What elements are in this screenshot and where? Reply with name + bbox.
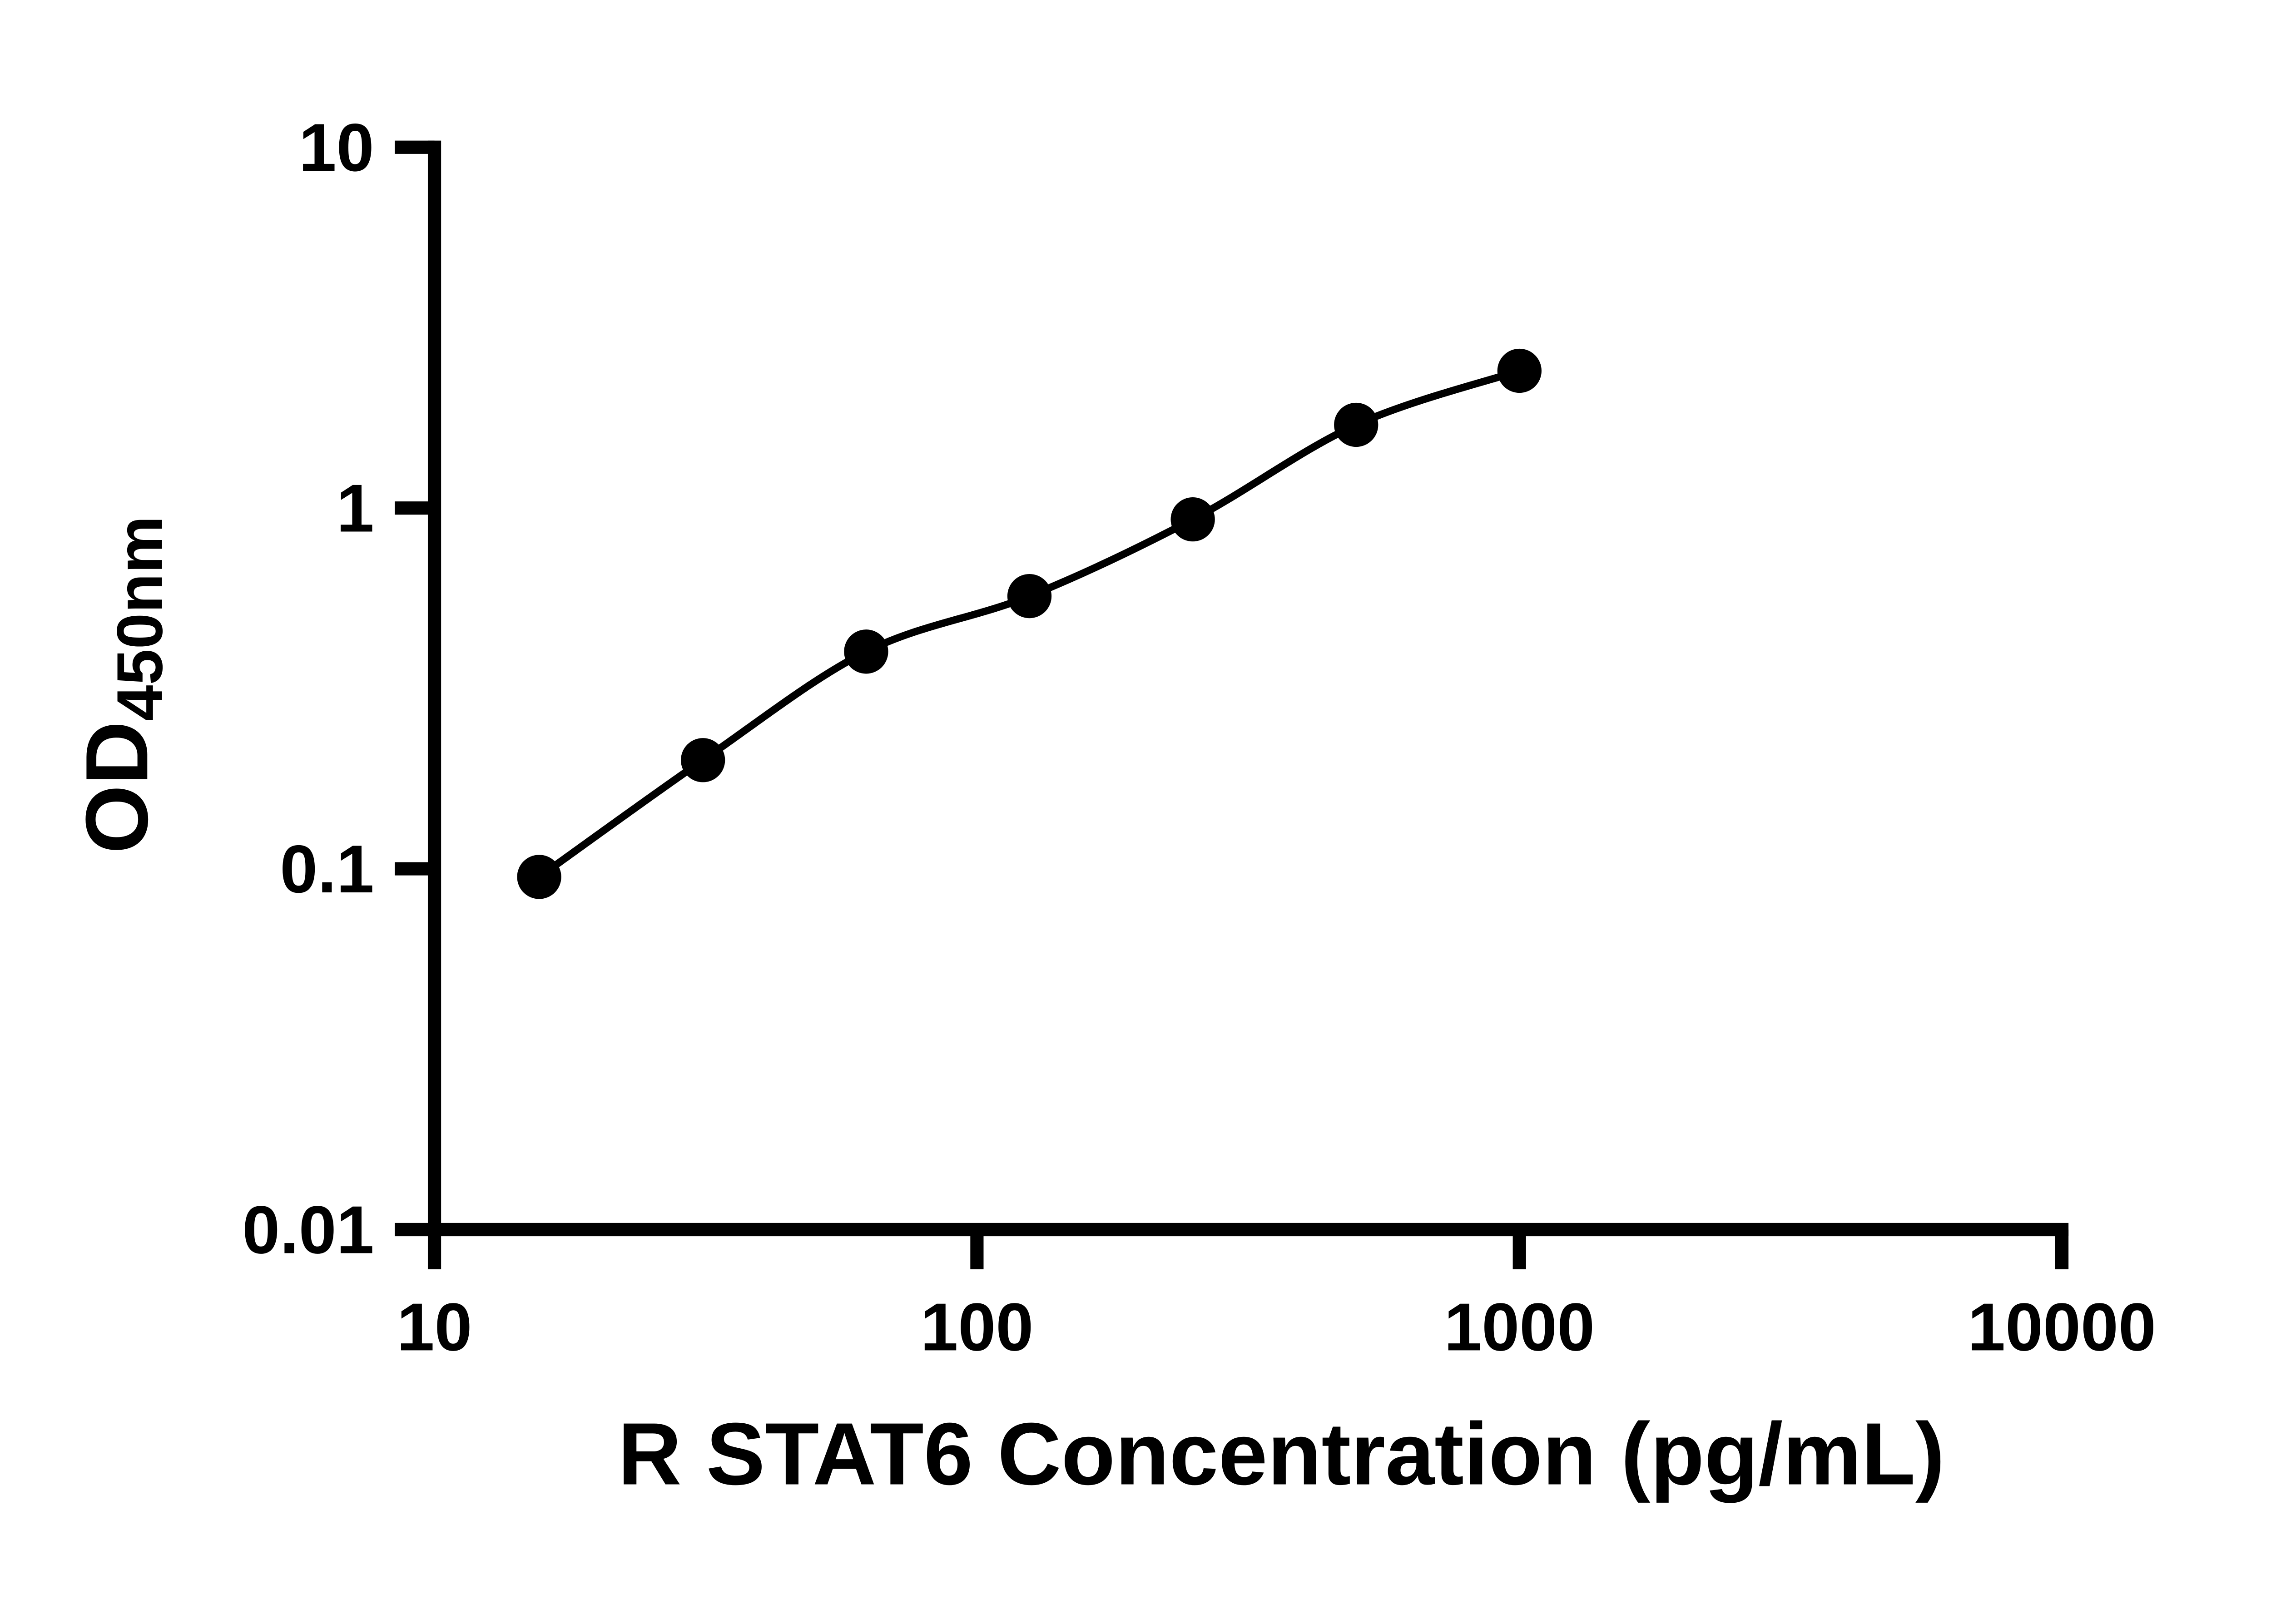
- standard-curve-chart: 10 100 1000 10000 0.01 0.1 1 10 R STAT6 Concen…: [68, 109, 2156, 1504]
- x-tick-label: 10: [397, 1289, 472, 1365]
- axes: [427, 140, 2069, 1237]
- x-axis: 10 100 1000 10000: [397, 1229, 2156, 1365]
- y-axis: 0.01 0.1 1 10: [242, 109, 435, 1268]
- fit-curve: [537, 367, 1521, 880]
- y-axis-title: OD450nm: [68, 516, 176, 854]
- x-tick-label: 1000: [1444, 1289, 1595, 1365]
- y-tick-label: 10: [299, 109, 374, 185]
- y-tick-label: 0.1: [280, 831, 374, 907]
- data-series: [517, 348, 1542, 899]
- y-axis-title-main: OD: [68, 721, 166, 854]
- axis-frame: [427, 140, 2069, 1237]
- y-tick-label: 1: [337, 470, 374, 546]
- x-tick-label: 100: [920, 1289, 1033, 1365]
- data-point: [681, 738, 725, 782]
- y-tick-label: 0.01: [242, 1192, 374, 1268]
- x-tick-label: 10000: [1968, 1289, 2156, 1365]
- data-point: [517, 855, 561, 899]
- data-point: [1007, 574, 1052, 619]
- x-axis-title: R STAT6 Concentration (pg/mL): [618, 1405, 1945, 1503]
- data-point: [844, 629, 888, 674]
- y-axis-title-sub: 450nm: [104, 516, 176, 721]
- data-point: [1497, 348, 1542, 393]
- data-point: [1170, 497, 1215, 542]
- standard-curve-figure: 10 100 1000 10000 0.01 0.1 1 10 R STAT6 Concen…: [68, 109, 2156, 1504]
- data-point: [1334, 402, 1378, 447]
